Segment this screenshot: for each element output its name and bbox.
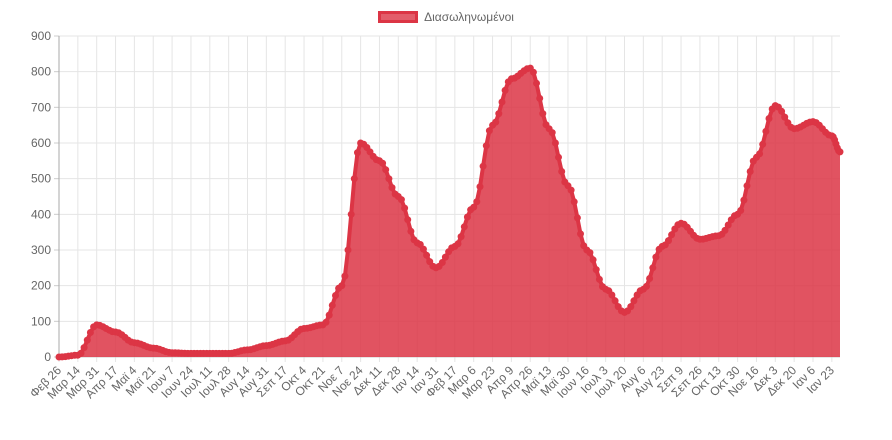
data-point[interactable] [724, 221, 732, 229]
data-point[interactable] [476, 183, 484, 191]
data-point[interactable] [746, 168, 754, 175]
data-point[interactable] [643, 282, 650, 290]
data-point[interactable] [379, 159, 387, 167]
y-tick-label: 200 [31, 279, 51, 293]
data-point[interactable] [595, 275, 603, 283]
y-tick-label: 500 [31, 172, 51, 186]
data-point[interactable] [501, 86, 509, 94]
y-tick-label: 900 [31, 29, 51, 43]
data-point[interactable] [551, 139, 559, 147]
y-tick-label: 100 [31, 314, 51, 328]
data-point[interactable] [382, 166, 390, 174]
data-point[interactable] [737, 207, 745, 214]
data-point[interactable] [759, 140, 767, 148]
data-point[interactable] [401, 204, 409, 212]
legend-swatch[interactable] [378, 11, 419, 23]
data-point[interactable] [441, 253, 449, 261]
data-point[interactable] [558, 168, 566, 175]
data-point[interactable] [463, 213, 471, 221]
data-point[interactable] [322, 318, 330, 326]
data-point[interactable] [325, 311, 333, 319]
data-point[interactable] [743, 182, 751, 190]
data-point[interactable] [665, 237, 672, 245]
data-point[interactable] [80, 344, 88, 352]
data-point[interactable] [388, 184, 396, 192]
data-point[interactable] [740, 196, 748, 204]
data-point[interactable] [577, 230, 584, 238]
data-point[interactable] [762, 127, 770, 135]
data-point[interactable] [555, 153, 562, 161]
data-point[interactable] [608, 291, 616, 299]
data-point[interactable] [473, 198, 481, 206]
y-tick-label: 800 [31, 65, 51, 79]
data-point[interactable] [721, 226, 729, 234]
data-point[interactable] [350, 175, 358, 183]
data-point[interactable] [407, 227, 415, 235]
data-point[interactable] [646, 275, 654, 282]
data-point[interactable] [781, 113, 789, 121]
data-point[interactable] [756, 150, 764, 158]
data-point[interactable] [836, 148, 844, 156]
data-point[interactable] [454, 240, 462, 248]
legend[interactable]: Διασωληνωμένοι [0, 10, 892, 24]
data-point[interactable] [385, 175, 393, 183]
data-point[interactable] [573, 214, 581, 222]
data-point[interactable] [397, 196, 405, 204]
y-tick-label: 400 [31, 207, 51, 221]
data-point[interactable] [586, 249, 594, 257]
data-point[interactable] [83, 336, 91, 344]
data-point[interactable] [344, 246, 352, 254]
data-point[interactable] [548, 129, 556, 137]
y-tick-label: 300 [31, 243, 51, 257]
data-point[interactable] [457, 233, 465, 241]
legend-label[interactable]: Διασωληνωμένοι [424, 10, 514, 24]
y-tick-label: 600 [31, 136, 51, 150]
data-point[interactable] [536, 94, 544, 102]
data-point[interactable] [765, 115, 773, 122]
data-point[interactable] [338, 282, 346, 290]
data-point[interactable] [341, 272, 349, 280]
data-point[interactable] [328, 301, 336, 309]
y-tick-label: 700 [31, 100, 51, 114]
data-point[interactable] [354, 149, 361, 157]
data-point[interactable] [485, 127, 493, 135]
y-tick-label: 0 [44, 350, 51, 364]
data-point[interactable] [438, 259, 446, 266]
data-point[interactable] [778, 107, 786, 115]
data-point[interactable] [589, 256, 597, 264]
data-point[interactable] [570, 198, 578, 206]
data-point[interactable] [539, 110, 547, 118]
data-point[interactable] [668, 231, 676, 239]
area-fill [59, 68, 840, 357]
data-point[interactable] [498, 98, 506, 106]
data-point[interactable] [495, 110, 503, 118]
data-point[interactable] [533, 79, 540, 87]
data-point[interactable] [77, 349, 85, 357]
data-point[interactable] [482, 142, 490, 150]
data-point[interactable] [423, 251, 431, 259]
data-point[interactable] [630, 297, 638, 305]
data-point[interactable] [332, 292, 339, 299]
data-point[interactable] [529, 68, 537, 76]
data-point[interactable] [649, 264, 657, 272]
data-point[interactable] [419, 245, 427, 253]
data-point[interactable] [404, 216, 412, 224]
data-point[interactable] [567, 186, 575, 194]
data-point[interactable] [347, 210, 355, 218]
data-point[interactable] [470, 203, 478, 211]
data-point[interactable] [86, 329, 94, 336]
data-point[interactable] [460, 223, 468, 231]
data-point[interactable] [492, 118, 500, 126]
data-point[interactable] [611, 297, 619, 305]
data-point[interactable] [627, 303, 635, 311]
data-point[interactable] [479, 162, 487, 170]
data-point[interactable] [652, 253, 660, 261]
data-point[interactable] [592, 266, 600, 274]
